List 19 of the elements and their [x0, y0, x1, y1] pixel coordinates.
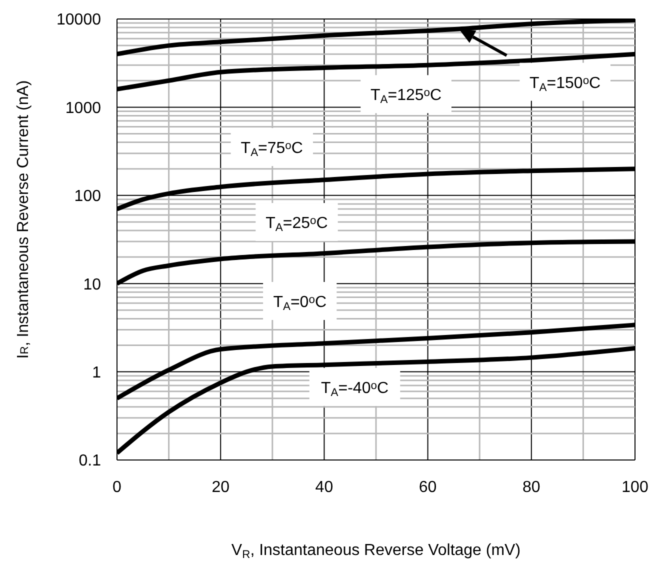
x-tick-label: 80	[522, 479, 540, 496]
x-tick-label: 0	[112, 479, 122, 496]
x-tick-label: 20	[212, 479, 230, 496]
x-tick-label: 100	[622, 479, 648, 496]
y-tick-label: 10	[83, 276, 102, 294]
x-tick-label: 40	[315, 479, 334, 496]
annotation: T$_{A}$=75$^{o}$C	[240, 140, 303, 159]
annotation: T$_{A}$=125$^{o}$C	[370, 86, 442, 106]
y-tick-label: 100	[74, 188, 102, 206]
y-tick-label: 1	[92, 364, 102, 382]
annotation: T$_{A}$=25$^{o}$C	[266, 214, 328, 234]
annotation: T$_{A}$=-40$^{o}$C	[321, 380, 389, 399]
y-tick-label: 1000	[65, 100, 102, 117]
y-tick-label: 0.1	[78, 452, 102, 470]
x-axis-title: V$_{R}$, Instantaneous Reverse Voltage (mV)	[231, 542, 521, 561]
annotation: T$_{A}$=0$^{o}$C	[273, 294, 326, 313]
annotation: T$_{A}$=150$^{o}$C	[530, 74, 601, 94]
x-tick-label: 60	[418, 479, 437, 496]
y-tick-label: 10000	[56, 12, 102, 29]
